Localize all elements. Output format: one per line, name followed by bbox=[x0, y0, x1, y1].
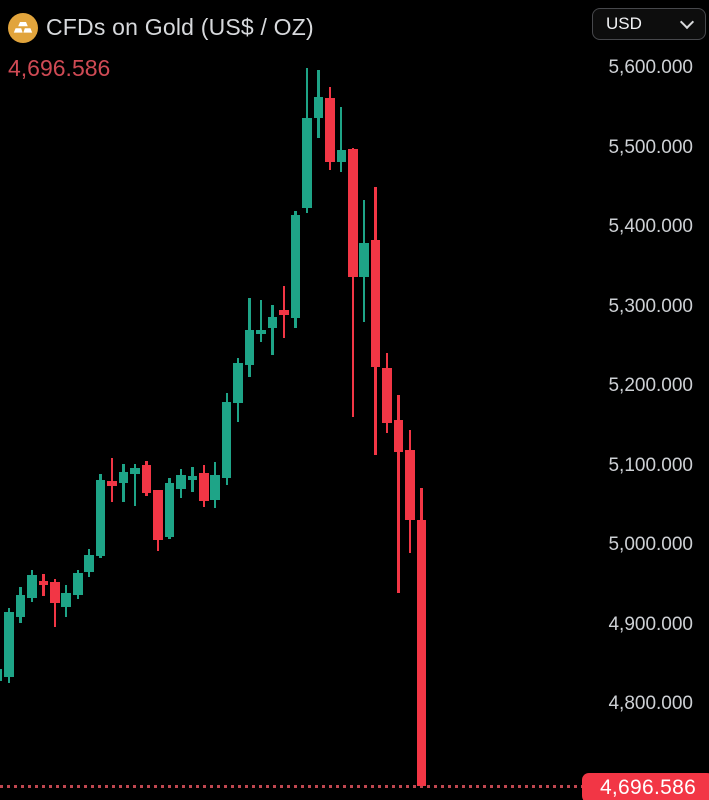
candle-wick bbox=[110, 458, 114, 503]
candle-wick bbox=[340, 106, 343, 173]
candle-body bbox=[267, 316, 278, 328]
price-axis-label: 5,200.000 bbox=[608, 375, 693, 396]
candle-body bbox=[290, 215, 301, 318]
candle-wick bbox=[122, 463, 125, 503]
candle-body bbox=[50, 582, 60, 604]
price-axis-label: 5,000.000 bbox=[608, 534, 693, 555]
candle-wick bbox=[397, 394, 400, 593]
candle-wick bbox=[259, 300, 263, 343]
chart-header: CFDs on Gold (US$ / OZ) USD bbox=[0, 0, 709, 50]
candle-body bbox=[393, 420, 404, 452]
price-axis-label: 5,300.000 bbox=[608, 295, 693, 317]
candle-body bbox=[72, 572, 83, 596]
candle-body bbox=[130, 467, 140, 475]
candle-body bbox=[210, 475, 221, 500]
candle-wick bbox=[351, 147, 354, 417]
candle-body bbox=[4, 611, 14, 677]
candle-body bbox=[347, 149, 358, 278]
candle-body bbox=[244, 330, 255, 366]
candle-body bbox=[15, 595, 26, 618]
candle-body bbox=[302, 118, 312, 208]
current-price-line bbox=[0, 784, 709, 788]
candle-body bbox=[27, 575, 37, 599]
current-price-badge: 4,696.586 bbox=[582, 773, 709, 800]
currency-selector-button[interactable]: USD bbox=[592, 8, 706, 40]
candle-body bbox=[84, 555, 94, 573]
candle-body bbox=[256, 330, 266, 335]
price-axis-label: 5,100.000 bbox=[608, 454, 693, 476]
chart-title: CFDs on Gold (US$ / OZ) bbox=[46, 14, 314, 40]
candle-body bbox=[61, 592, 72, 607]
price-axis-label: 5,600.000 bbox=[608, 57, 693, 78]
price-axis[interactable]: 5,600.000 5,500.000 5,400.000 5,300.000 5,20… bbox=[559, 0, 709, 800]
price-axis-label: 4,800.000 bbox=[608, 693, 693, 714]
candle-wick bbox=[42, 573, 45, 596]
candle-body bbox=[198, 473, 209, 502]
price-axis-label: 5,500.000 bbox=[608, 136, 693, 158]
candle-body bbox=[279, 309, 289, 316]
price-axis-label: 5,400.000 bbox=[608, 216, 693, 237]
candle-body bbox=[107, 481, 117, 487]
candle-body bbox=[370, 239, 381, 367]
candle-body bbox=[313, 96, 324, 119]
candle-body bbox=[95, 479, 106, 557]
candle-body bbox=[153, 490, 163, 541]
gold-bars-icon bbox=[8, 13, 38, 43]
candle-wick bbox=[133, 463, 137, 507]
candle-body bbox=[336, 149, 347, 162]
chevron-down-icon bbox=[679, 14, 695, 29]
candle-body bbox=[359, 242, 369, 278]
last-price-label: 4,696.586 bbox=[8, 55, 111, 81]
candle-body bbox=[233, 362, 243, 403]
candle-body bbox=[141, 464, 152, 494]
candle-body bbox=[325, 98, 335, 162]
candle-body bbox=[221, 401, 232, 479]
candle-body bbox=[405, 449, 415, 521]
candle-body bbox=[187, 475, 198, 480]
candle-body bbox=[118, 471, 129, 483]
candle-body bbox=[382, 367, 392, 424]
candle-wick bbox=[271, 304, 274, 355]
candle-body bbox=[0, 669, 3, 681]
currency-selector-value: USD bbox=[606, 14, 642, 33]
candle-body bbox=[416, 520, 427, 787]
candle-body bbox=[164, 482, 175, 538]
candle-wick bbox=[53, 579, 56, 627]
candle-body bbox=[38, 580, 49, 585]
candle-body bbox=[176, 475, 186, 490]
price-axis-label: 4,900.000 bbox=[608, 613, 693, 635]
